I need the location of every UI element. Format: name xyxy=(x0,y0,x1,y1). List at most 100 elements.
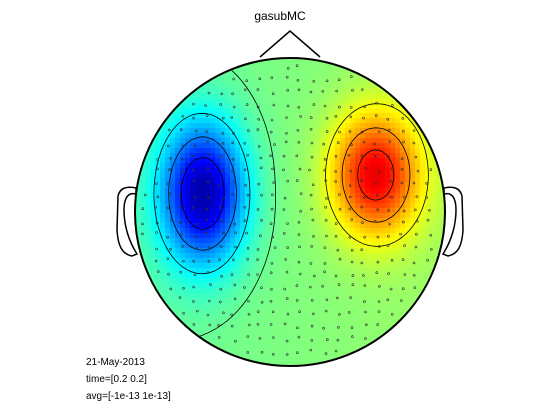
heat-cell xyxy=(400,253,406,259)
heat-cell xyxy=(195,303,201,309)
heat-cell xyxy=(185,268,191,274)
heat-cell xyxy=(180,213,186,219)
heat-cell xyxy=(215,358,221,364)
heat-cell xyxy=(385,188,391,194)
heat-cell xyxy=(245,83,251,89)
heat-cell xyxy=(275,298,281,304)
heat-cell xyxy=(280,98,286,104)
heat-cell xyxy=(135,143,141,149)
heat-cell xyxy=(200,58,206,64)
heat-cell xyxy=(180,298,186,304)
sensor-point xyxy=(378,284,381,288)
heat-cell xyxy=(370,103,376,109)
sensor-point xyxy=(321,284,324,288)
heat-cell xyxy=(340,88,346,94)
sensor-point xyxy=(206,271,210,274)
heat-cell xyxy=(410,193,416,199)
sensor-point xyxy=(323,104,327,108)
heat-cell xyxy=(220,93,226,99)
heat-cell xyxy=(295,63,301,69)
sensor-point xyxy=(310,324,314,328)
heat-cell xyxy=(275,228,281,234)
heat-cell xyxy=(210,233,216,239)
heat-cell xyxy=(340,293,346,299)
heat-cell xyxy=(360,103,366,109)
heat-cell xyxy=(135,258,141,264)
heat-cell xyxy=(315,83,321,89)
sensor-point xyxy=(325,338,329,341)
heat-cell xyxy=(395,278,401,284)
heat-cell xyxy=(320,353,326,359)
heat-cell xyxy=(380,228,386,234)
heat-cell xyxy=(140,228,146,234)
heat-cell xyxy=(210,263,216,269)
heat-cell xyxy=(430,248,436,254)
heat-cell xyxy=(405,208,411,214)
heat-cell xyxy=(370,193,376,199)
heat-cell xyxy=(440,318,445,324)
sensor-point xyxy=(283,196,287,200)
heat-cell xyxy=(140,113,146,119)
heat-cell xyxy=(410,63,416,69)
heat-cell xyxy=(220,243,226,249)
heat-cell xyxy=(305,178,311,184)
heat-cell xyxy=(430,348,436,354)
heat-cell xyxy=(180,273,186,279)
heat-cell xyxy=(165,123,171,129)
heat-cell xyxy=(220,228,226,234)
heat-cell xyxy=(140,273,146,279)
heat-cell xyxy=(250,163,256,169)
heat-cell xyxy=(415,253,421,259)
heat-cell xyxy=(335,253,341,259)
heat-cell xyxy=(145,58,151,64)
heat-cell xyxy=(295,88,301,94)
heat-cell xyxy=(440,63,445,69)
heat-cell xyxy=(295,273,301,279)
heat-cell xyxy=(200,268,206,274)
heat-cell xyxy=(135,268,141,274)
heat-cell xyxy=(280,193,286,199)
heat-cell xyxy=(215,138,221,144)
heat-cell xyxy=(165,233,171,239)
heat-cell xyxy=(405,178,411,184)
heat-cell xyxy=(435,223,441,229)
heat-cell xyxy=(385,348,391,354)
heat-cell xyxy=(350,193,356,199)
heat-cell xyxy=(180,108,186,114)
heat-cell xyxy=(390,278,396,284)
heat-cell xyxy=(285,298,291,304)
heat-cell xyxy=(350,323,356,329)
heat-cell xyxy=(275,353,281,359)
heat-cell xyxy=(420,328,426,334)
heat-cell xyxy=(260,213,266,219)
heat-cell xyxy=(380,163,386,169)
heat-cell xyxy=(415,68,421,74)
heat-cell xyxy=(145,133,151,139)
heat-cell xyxy=(220,308,226,314)
heat-cell xyxy=(285,128,291,134)
heat-cell xyxy=(240,293,246,299)
heat-cell xyxy=(370,318,376,324)
heat-cell xyxy=(305,173,311,179)
heat-cell xyxy=(140,333,146,339)
heat-cell xyxy=(160,233,166,239)
sensor-point xyxy=(257,182,261,186)
heat-cell xyxy=(205,253,211,259)
heat-cell xyxy=(240,203,246,209)
heat-cell xyxy=(375,153,381,159)
heat-cell xyxy=(325,283,331,289)
heat-cell xyxy=(430,278,436,284)
heat-cell xyxy=(230,323,236,329)
heat-cell xyxy=(310,68,316,74)
heat-cell xyxy=(250,323,256,329)
heat-cell xyxy=(335,113,341,119)
heat-cell xyxy=(365,288,371,294)
heat-cell xyxy=(440,208,445,214)
heat-cell xyxy=(170,283,176,289)
heat-cell xyxy=(405,113,411,119)
heat-cell xyxy=(365,188,371,194)
heat-cell xyxy=(290,228,296,234)
heat-cell xyxy=(265,78,271,84)
heat-cell xyxy=(275,103,281,109)
heat-cell xyxy=(270,238,276,244)
